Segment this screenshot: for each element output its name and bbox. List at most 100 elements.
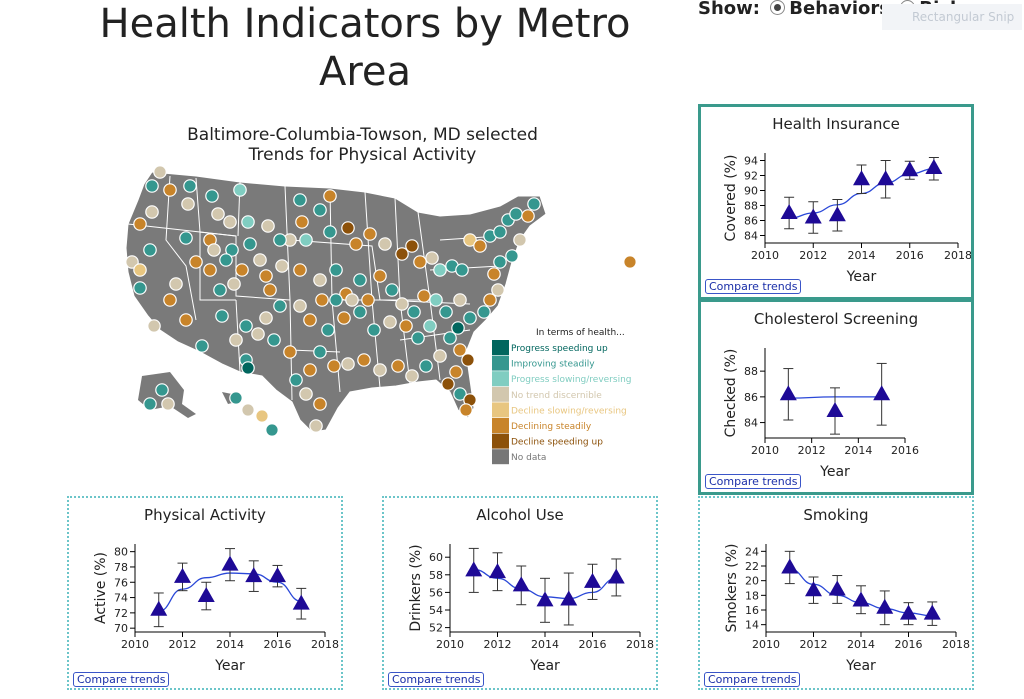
compare-trends-button[interactable]: Compare trends <box>704 672 801 687</box>
metro-dot <box>463 233 477 247</box>
metro-dot <box>229 333 243 347</box>
compare-trends-button[interactable]: Compare trends <box>705 474 802 489</box>
trend-title: Trends for Physical Activity <box>248 145 477 165</box>
metro-dot <box>251 327 265 341</box>
metro-dot <box>329 293 343 307</box>
y-axis-label: Drinkers (%) <box>408 544 424 631</box>
metro-dot <box>241 403 255 417</box>
x-tick-label: 2014 <box>216 638 244 651</box>
y-tick-label: 14 <box>745 619 759 632</box>
metro-dot <box>423 319 437 333</box>
data-point <box>877 170 895 186</box>
data-point <box>269 567 286 583</box>
metro-dot <box>513 233 527 247</box>
x-tick-label: 2012 <box>484 638 512 651</box>
x-tick-label: 2016 <box>895 638 923 651</box>
metro-dot <box>395 297 409 311</box>
data-point <box>489 563 506 579</box>
legend-label: Progress speeding up <box>511 344 608 354</box>
metro-dot <box>259 311 273 325</box>
x-axis-label: Year <box>214 658 245 674</box>
metro-dot <box>143 397 157 411</box>
data-point <box>852 591 870 607</box>
y-tick-label: 58 <box>429 569 443 582</box>
chart-smoking[interactable]: Smoking 14 16 18 20 22 24 2010 2012 2014 2016 2018… <box>698 496 974 690</box>
y-tick-label: 94 <box>744 155 758 168</box>
chart-title: Physical Activity <box>144 506 266 524</box>
metro-dot <box>323 189 337 203</box>
metro-dot <box>491 283 505 297</box>
metro-dot <box>293 299 307 313</box>
page-title: Health Indicators by Metro Area <box>99 1 631 95</box>
chart-title: Health Insurance <box>772 115 900 133</box>
radio-selected-icon[interactable] <box>770 0 786 15</box>
data-point <box>901 161 919 177</box>
metro-dot <box>321 323 335 337</box>
metro-dot <box>383 315 397 329</box>
radio-behaviors[interactable]: Behaviors <box>770 0 890 19</box>
legend-swatch <box>492 402 509 418</box>
metro-dot <box>405 369 419 383</box>
chart-alcohol-use[interactable]: Alcohol Use 52 54 56 58 60 2010 2012 2014 2016 20… <box>382 496 658 690</box>
chart-title: Smoking <box>803 506 869 524</box>
y-tick-label: 90 <box>744 185 758 198</box>
metro-dot <box>253 253 267 267</box>
legend-label: Progress slowing/reversing <box>511 375 632 385</box>
metro-dot <box>283 345 297 359</box>
data-point <box>584 572 601 588</box>
data-point <box>512 576 530 592</box>
compare-trends-button[interactable]: Compare trends <box>388 672 485 687</box>
y-axis-label: Smokers (%) <box>724 543 740 632</box>
compare-trends-button[interactable]: Compare trends <box>73 672 170 687</box>
metro-dot <box>169 277 183 291</box>
data-point <box>779 385 797 401</box>
y-axis-label: Checked (%) <box>723 349 739 438</box>
metro-dots[interactable] <box>125 165 637 437</box>
x-tick-label: 2018 <box>626 638 654 651</box>
data-point <box>150 600 168 616</box>
data-point <box>925 159 943 174</box>
snip-tool-overlay[interactable]: Rectangular Snip <box>882 4 1022 30</box>
metro-dot <box>289 373 303 387</box>
metro-dot <box>473 239 487 253</box>
metro-dot <box>385 283 399 297</box>
legend-swatch <box>492 449 509 465</box>
map-legend: In terms of health... Progress speeding u… <box>492 328 632 465</box>
chart-plot: 52 54 56 58 60 2010 2012 2014 2016 2018 Year Drinke… <box>408 544 654 674</box>
compare-trends-button[interactable]: Compare trends <box>705 279 802 294</box>
metro-dot <box>455 263 469 277</box>
metro-dot <box>483 293 497 307</box>
metro-dot <box>345 293 359 307</box>
metro-dot <box>405 239 419 253</box>
y-tick-label: 70 <box>114 622 128 635</box>
chart-health-insurance[interactable]: Health Insurance 84 86 88 90 92 94 2010 2012 201… <box>698 104 974 300</box>
metro-dot <box>189 255 203 269</box>
metro-dot <box>153 165 167 179</box>
metro-dot <box>441 377 455 391</box>
metro-dot <box>313 397 327 411</box>
data-point <box>900 604 917 620</box>
chart-cholesterol-screening[interactable]: Cholesterol Screening 84 86 88 2010 2012 2014… <box>698 299 974 495</box>
chart-axes: 84 86 88 2010 2012 2014 2016 Year Checked (%) <box>723 348 919 480</box>
x-tick-label: 2018 <box>311 638 339 651</box>
y-tick-label: 20 <box>745 575 759 588</box>
metro-dot <box>267 333 281 347</box>
chart-physical-activity[interactable]: Physical Activity 70 72 74 76 78 80 2010 2012 20… <box>67 496 343 690</box>
y-tick-label: 78 <box>114 561 128 574</box>
data-point <box>780 204 798 219</box>
metro-dot <box>505 249 519 263</box>
metro-dot <box>313 273 327 287</box>
x-tick-label: 2010 <box>752 638 780 651</box>
data-point <box>536 591 554 607</box>
metro-dot <box>235 263 249 277</box>
legend-swatch <box>492 340 509 355</box>
metro-dot <box>453 293 467 307</box>
x-tick-label: 2014 <box>848 249 876 262</box>
metro-dot <box>179 231 193 245</box>
map-title: Baltimore-Columbia-Towson, MD selected T… <box>150 125 575 165</box>
metro-dot <box>163 183 177 197</box>
metro-dot <box>461 353 475 367</box>
y-tick-label: 60 <box>429 551 443 564</box>
y-tick-label: 88 <box>744 200 758 213</box>
us-map[interactable]: In terms of health... Progress speeding u… <box>0 0 700 480</box>
